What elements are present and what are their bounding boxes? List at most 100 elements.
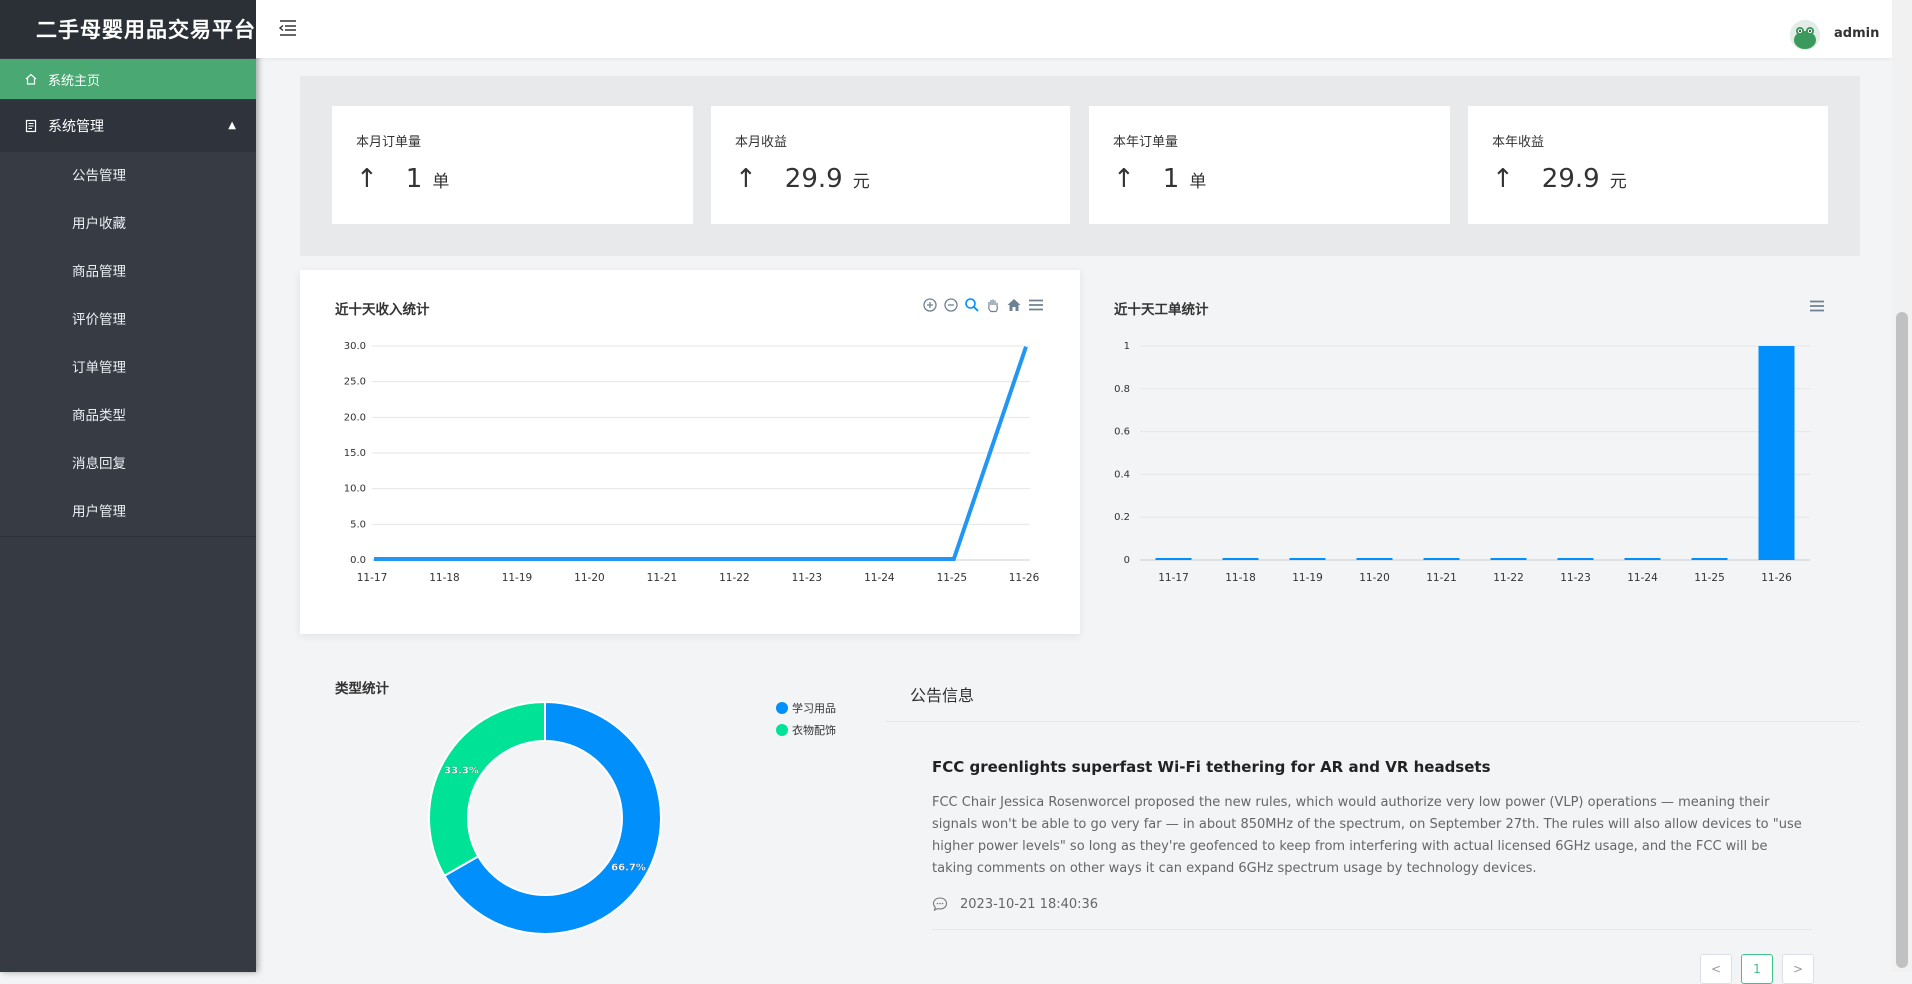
bar xyxy=(1223,558,1259,560)
comment-icon xyxy=(932,896,948,912)
sidebar-item-products[interactable]: 商品管理 xyxy=(0,248,256,296)
y-tick-label: 0.4 xyxy=(1114,469,1130,480)
sidebar-item-favorites[interactable]: 用户收藏 xyxy=(0,200,256,248)
bar xyxy=(1156,558,1192,560)
y-tick-label: 0.0 xyxy=(350,555,366,566)
stat-number: 29.9 xyxy=(785,164,843,194)
sidebar-item-users[interactable]: 用户管理 xyxy=(0,488,256,536)
y-tick-label: 0.2 xyxy=(1114,512,1130,523)
x-tick-label: 11-24 xyxy=(864,572,895,584)
sidebar-group-label: 系统管理 xyxy=(48,116,104,136)
x-tick-label: 11-17 xyxy=(1158,572,1189,584)
legend-label: 衣物配饰 xyxy=(792,722,836,738)
x-tick-label: 11-23 xyxy=(792,572,823,584)
notice-heading: 公告信息 xyxy=(910,682,974,706)
y-tick-label: 15.0 xyxy=(344,448,366,459)
zoom-in-icon[interactable] xyxy=(922,297,938,313)
y-tick-label: 0.6 xyxy=(1114,427,1130,438)
sidebar-item-orders[interactable]: 订单管理 xyxy=(0,344,256,392)
stat-value: ↑ 29.9 元 xyxy=(735,164,870,194)
legend-marker xyxy=(776,724,788,736)
y-tick-label: 1 xyxy=(1124,341,1130,352)
arrow-up-icon: ↑ xyxy=(1113,164,1135,194)
y-tick-label: 30.0 xyxy=(344,341,366,352)
x-tick-label: 11-26 xyxy=(1009,572,1040,584)
y-tick-label: 5.0 xyxy=(350,519,366,530)
legend-item[interactable]: 衣物配饰 xyxy=(776,722,836,738)
stat-number: 1 xyxy=(1163,164,1180,194)
y-tick-label: 20.0 xyxy=(344,412,366,423)
bar xyxy=(1625,558,1661,560)
search-zoom-icon[interactable] xyxy=(964,297,980,313)
sidebar-item-messages[interactable]: 消息回复 xyxy=(0,440,256,488)
x-tick-label: 11-17 xyxy=(357,572,388,584)
arrow-up-icon: ↑ xyxy=(1492,164,1514,194)
notice-meta: 2023-10-21 18:40:36 xyxy=(932,896,1098,912)
home-icon xyxy=(24,72,38,86)
reset-home-icon[interactable] xyxy=(1006,297,1022,313)
sidebar-item-label: 系统主页 xyxy=(48,70,100,89)
stat-number: 29.9 xyxy=(1542,164,1600,194)
document-icon xyxy=(24,119,38,133)
chart-title: 近十天收入统计 xyxy=(335,298,430,318)
pagination-next[interactable]: > xyxy=(1782,954,1814,984)
divider xyxy=(932,929,1812,930)
sidebar-item-notice[interactable]: 公告管理 xyxy=(0,152,256,200)
y-tick-label: 0.8 xyxy=(1114,384,1130,395)
pagination-prev[interactable]: < xyxy=(1700,954,1732,984)
sidebar-group-system[interactable]: 系统管理 ▲ xyxy=(0,100,256,152)
stat-title: 本年订单量 xyxy=(1113,131,1178,150)
bar xyxy=(1692,558,1728,560)
x-tick-label: 11-25 xyxy=(1694,572,1725,584)
x-tick-label: 11-19 xyxy=(502,572,533,584)
stat-card-month-revenue: 本月收益 ↑ 29.9 元 xyxy=(711,106,1070,224)
stat-title: 本月收益 xyxy=(735,131,787,150)
x-tick-label: 11-21 xyxy=(647,572,678,584)
menu-icon[interactable] xyxy=(1027,297,1045,313)
bar xyxy=(1491,558,1527,560)
legend-marker xyxy=(776,702,788,714)
notice-header: 公告信息 xyxy=(886,660,1860,722)
chart-toolbar xyxy=(922,297,1045,313)
sidebar: 二手母婴用品交易平台 系统主页 系统管理 ▲ 公告管理 用户收藏 商品管理 评价… xyxy=(0,0,256,972)
bar xyxy=(1558,558,1594,560)
stats-section: 本月订单量 ↑ 1 单 本月收益 ↑ 29.9 元 本年订单量 ↑ 1 单 本年… xyxy=(300,76,1860,256)
avatar[interactable] xyxy=(1790,20,1820,50)
x-tick-label: 11-20 xyxy=(574,572,605,584)
notice-body: FCC Chair Jessica Rosenworcel proposed t… xyxy=(932,792,1812,880)
x-tick-label: 11-19 xyxy=(1292,572,1323,584)
sidebar-item-home[interactable]: 系统主页 xyxy=(0,59,256,99)
sidebar-item-reviews[interactable]: 评价管理 xyxy=(0,296,256,344)
stat-unit: 单 xyxy=(432,167,449,192)
stat-card-year-revenue: 本年收益 ↑ 29.9 元 xyxy=(1468,106,1828,224)
x-tick-label: 11-18 xyxy=(1225,572,1256,584)
x-tick-label: 11-18 xyxy=(429,572,460,584)
chart-title: 近十天工单统计 xyxy=(1114,298,1209,318)
pie-slice xyxy=(429,702,545,876)
pan-hand-icon[interactable] xyxy=(985,297,1001,313)
notice-title[interactable]: FCC greenlights superfast Wi-Fi tetherin… xyxy=(932,758,1491,776)
stat-card-year-orders: 本年订单量 ↑ 1 单 xyxy=(1089,106,1450,224)
pie-legend: 学习用品 衣物配饰 xyxy=(776,700,836,738)
sidebar-item-categories[interactable]: 商品类型 xyxy=(0,392,256,440)
bar xyxy=(1290,558,1326,560)
stat-unit: 元 xyxy=(1610,167,1627,192)
stat-value: ↑ 1 单 xyxy=(356,164,449,194)
bar xyxy=(1759,346,1795,560)
legend-item[interactable]: 学习用品 xyxy=(776,700,836,716)
menu-icon[interactable] xyxy=(1808,298,1826,314)
stat-number: 1 xyxy=(406,164,423,194)
stat-value: ↑ 1 单 xyxy=(1113,164,1206,194)
username[interactable]: admin xyxy=(1834,26,1879,41)
sidebar-submenu: 公告管理 用户收藏 商品管理 评价管理 订单管理 商品类型 消息回复 用户管理 xyxy=(0,152,256,537)
x-tick-label: 11-21 xyxy=(1426,572,1457,584)
stat-card-month-orders: 本月订单量 ↑ 1 单 xyxy=(332,106,693,224)
pagination-page[interactable]: 1 xyxy=(1741,954,1773,984)
menu-fold-icon[interactable] xyxy=(278,18,298,38)
chart-title: 类型统计 xyxy=(335,677,389,697)
stat-title: 本年收益 xyxy=(1492,131,1544,150)
scrollbar-thumb[interactable] xyxy=(1896,312,1908,968)
zoom-out-icon[interactable] xyxy=(943,297,959,313)
